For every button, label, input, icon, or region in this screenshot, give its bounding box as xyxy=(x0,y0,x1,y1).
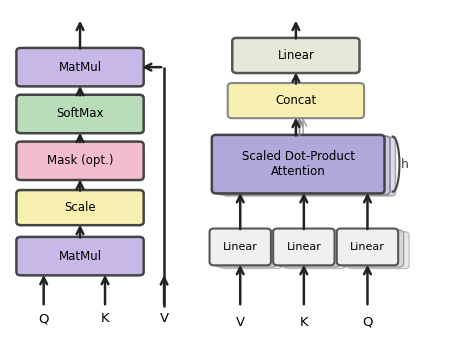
Text: h: h xyxy=(399,158,408,171)
Text: MatMul: MatMul xyxy=(58,61,101,74)
Text: Linear: Linear xyxy=(277,49,313,62)
FancyBboxPatch shape xyxy=(209,228,270,265)
FancyBboxPatch shape xyxy=(222,137,395,196)
Text: Q: Q xyxy=(39,312,49,325)
FancyBboxPatch shape xyxy=(284,232,345,269)
FancyBboxPatch shape xyxy=(17,48,143,86)
FancyBboxPatch shape xyxy=(273,228,334,265)
FancyBboxPatch shape xyxy=(17,237,143,275)
FancyBboxPatch shape xyxy=(341,230,403,267)
FancyBboxPatch shape xyxy=(17,95,143,133)
FancyBboxPatch shape xyxy=(336,228,397,265)
FancyBboxPatch shape xyxy=(214,230,276,267)
FancyBboxPatch shape xyxy=(17,190,143,225)
Text: V: V xyxy=(159,312,168,325)
Text: SoftMax: SoftMax xyxy=(56,107,104,120)
Text: K: K xyxy=(101,312,109,325)
Text: Linear: Linear xyxy=(222,242,257,252)
FancyBboxPatch shape xyxy=(17,141,143,180)
FancyBboxPatch shape xyxy=(278,230,339,267)
Text: Concat: Concat xyxy=(274,94,316,107)
Text: Linear: Linear xyxy=(349,242,384,252)
FancyBboxPatch shape xyxy=(232,38,359,73)
FancyBboxPatch shape xyxy=(211,135,384,193)
Text: Scale: Scale xyxy=(64,201,95,214)
Text: Linear: Linear xyxy=(286,242,320,252)
FancyBboxPatch shape xyxy=(220,232,281,269)
Text: V: V xyxy=(235,316,244,329)
Text: MatMul: MatMul xyxy=(58,250,101,262)
Text: Mask (opt.): Mask (opt.) xyxy=(47,154,113,167)
FancyBboxPatch shape xyxy=(217,136,389,194)
Text: Scaled Dot-Product
Attention: Scaled Dot-Product Attention xyxy=(241,150,354,178)
Text: K: K xyxy=(299,316,308,329)
Text: Q: Q xyxy=(361,316,372,329)
FancyBboxPatch shape xyxy=(227,83,363,118)
FancyBboxPatch shape xyxy=(347,232,408,269)
